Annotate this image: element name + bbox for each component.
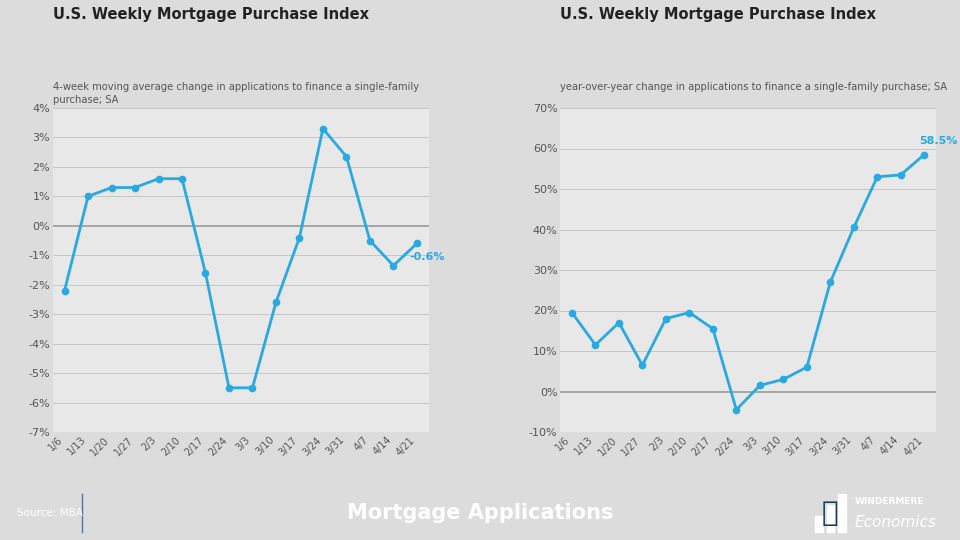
Text: -0.6%: -0.6% xyxy=(410,252,445,262)
Text: 58.5%: 58.5% xyxy=(920,137,958,146)
Text: Source: MBA: Source: MBA xyxy=(17,508,84,518)
FancyArrow shape xyxy=(815,516,823,532)
FancyArrow shape xyxy=(827,505,834,532)
Text: Mortgage Applications: Mortgage Applications xyxy=(347,503,613,523)
Text: U.S. Weekly Mortgage Purchase Index: U.S. Weekly Mortgage Purchase Index xyxy=(53,6,369,22)
Text: WINDERMERE: WINDERMERE xyxy=(854,497,924,505)
Text: year-over-year change in applications to finance a single-family purchase; SA: year-over-year change in applications to… xyxy=(561,82,948,92)
Text: 4-week moving average change in applications to finance a single-family
purchase: 4-week moving average change in applicat… xyxy=(53,82,419,105)
FancyArrow shape xyxy=(838,494,846,532)
Text: Economics: Economics xyxy=(854,515,936,530)
Text: ⬛: ⬛ xyxy=(822,499,839,527)
Text: U.S. Weekly Mortgage Purchase Index: U.S. Weekly Mortgage Purchase Index xyxy=(561,6,876,22)
